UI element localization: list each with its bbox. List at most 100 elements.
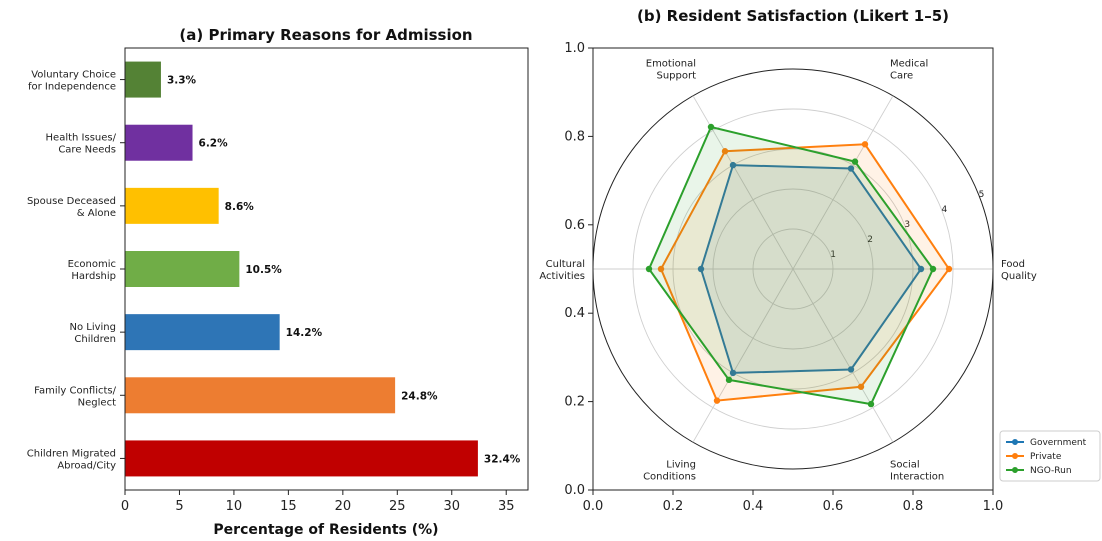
legend: Government Private NGO-Run <box>999 430 1101 482</box>
bar-chart: (a) Primary Reasons for Admission 0 5 10 15… <box>27 26 529 538</box>
radar-point <box>725 376 733 384</box>
radar-point <box>697 265 705 273</box>
bar <box>125 124 193 161</box>
radar-frame-x-tick-label: 0.2 <box>663 499 684 514</box>
radar-spoke <box>792 268 894 443</box>
radar-axis-label: Conditions <box>643 471 696 482</box>
radar-frame-y-tick-label: 0.6 <box>564 218 585 233</box>
bar-category-label: Voluntary Choice <box>31 70 116 81</box>
radar-frame-y-tick-label: 0.8 <box>564 129 585 144</box>
bar <box>125 187 219 224</box>
bar-x-tick-label: 20 <box>335 499 352 514</box>
radar-point <box>657 265 665 273</box>
radar-axis-label: Medical <box>890 59 928 70</box>
radar-point <box>847 165 855 172</box>
radar-frame-x-tick-label: 0.6 <box>823 499 844 514</box>
radar-frame <box>592 47 994 491</box>
radar-point <box>707 123 715 131</box>
radar-axis-label: Activities <box>539 271 585 282</box>
legend-label: NGO-Run <box>1030 466 1072 476</box>
bar-category-label: Care Needs <box>58 145 116 156</box>
bar-x-tick-label: 25 <box>389 499 406 514</box>
radar-point <box>917 265 925 273</box>
radar-frame-x-tick-label: 0.8 <box>903 499 924 514</box>
bar-category-label: Children <box>74 334 116 345</box>
radar-radial-tick-label: 4 <box>941 205 947 215</box>
bar-x-tick-label: 15 <box>280 499 297 514</box>
radar-frame-x-tick-label: 1.0 <box>983 499 1004 514</box>
bar-layer: 0 5 10 15 20 25 30 35 Children MigratedAbroad/Ci… <box>27 61 521 514</box>
radar-point <box>729 369 737 377</box>
legend-swatch-marker <box>1012 453 1018 459</box>
radar-frame-x-tick-label: 0.4 <box>743 499 764 514</box>
radar-layer: 0.0 0.2 0.4 0.6 0.8 1.0 0.0 0.2 0.4 0.6 0.8 1.0 1 2 3 4… <box>539 41 1036 514</box>
bar-x-tick-label: 0 <box>121 499 129 514</box>
radar-frame-x-tick-label: 0.0 <box>583 499 604 514</box>
bar-category-label: Abroad/City <box>57 460 116 471</box>
radar-series-area <box>647 125 935 406</box>
radar-point <box>851 158 859 165</box>
radar-axis-label: Quality <box>1001 271 1037 282</box>
radar-chart-title: (b) Resident Satisfaction (Likert 1–5) <box>637 7 949 25</box>
radar-axis-label: Social <box>890 459 920 470</box>
bar <box>125 251 240 287</box>
radar-axis-label: Cultural <box>546 259 585 270</box>
radar-frame-y-tick-label: 0.2 <box>564 395 585 410</box>
bar <box>125 440 478 477</box>
bar <box>125 314 280 351</box>
bar-value-label: 10.5% <box>245 264 282 276</box>
bar-value-label: 8.6% <box>225 201 255 213</box>
bar-x-tick-label: 35 <box>498 499 515 514</box>
bar-category-label: Neglect <box>78 397 116 408</box>
bar-value-label: 32.4% <box>484 453 521 465</box>
bar-x-tick-label: 5 <box>175 499 183 514</box>
bar-chart-title: (a) Primary Reasons for Admission <box>179 26 472 44</box>
bar-value-label: 3.3% <box>167 75 197 87</box>
bar-category-label: Spouse Deceased <box>27 196 116 207</box>
bar-category-label: Hardship <box>71 271 116 282</box>
bar-category-label: Health Issues/ <box>46 133 117 144</box>
legend-entries: Government Private NGO-Run <box>1006 438 1087 476</box>
radar-point <box>721 148 729 155</box>
radar-axis-label: Support <box>656 71 696 82</box>
radar-frame-y-tick-label: 1.0 <box>564 41 585 56</box>
legend-label: Government <box>1030 438 1087 448</box>
radar-frame-y-tick-label: 0.4 <box>564 306 585 321</box>
radar-spoke <box>792 95 894 270</box>
bar-category-label: Children Migrated <box>27 448 116 459</box>
legend-label: Private <box>1030 452 1062 462</box>
radar-point <box>929 265 937 273</box>
bar-x-tick-label: 10 <box>226 499 243 514</box>
radar-frame-y-tick-label: 0.0 <box>564 483 585 498</box>
radar-axis-label: Food <box>1001 259 1025 270</box>
bar-category-label: for Independence <box>28 82 116 93</box>
legend-swatch-marker <box>1012 467 1018 473</box>
bar <box>125 377 396 414</box>
bar-category-label: & Alone <box>77 208 116 219</box>
radar-axis-label: Emotional <box>646 59 696 70</box>
bar-value-label: 14.2% <box>286 327 323 339</box>
radar-point <box>713 397 721 404</box>
bar-plot-frame <box>124 47 529 491</box>
radar-axis-label: Interaction <box>890 471 944 482</box>
radar-radial-tick-label: 5 <box>979 190 985 200</box>
bar-category-label: No Living <box>69 322 116 333</box>
radar-chart: (b) Resident Satisfaction (Likert 1–5) 0… <box>539 7 1101 514</box>
legend-swatch-marker <box>1012 439 1018 445</box>
radar-axis-label: Care <box>890 71 913 82</box>
radar-radial-tick-label: 3 <box>904 220 910 230</box>
radar-point <box>847 366 855 373</box>
bar-value-label: 24.8% <box>401 390 438 402</box>
radar-axis-label: Living <box>666 459 696 470</box>
radar-spoke <box>692 268 794 443</box>
radar-point <box>945 265 953 273</box>
bar <box>125 61 161 98</box>
bar-x-tick-label: 30 <box>443 499 460 514</box>
radar-point <box>857 383 865 390</box>
bar-x-axis-label: Percentage of Residents (%) <box>213 522 438 538</box>
radar-radial-tick-label: 2 <box>867 235 873 245</box>
radar-point <box>645 265 653 273</box>
legend-box <box>999 430 1101 482</box>
radar-point <box>729 161 737 169</box>
